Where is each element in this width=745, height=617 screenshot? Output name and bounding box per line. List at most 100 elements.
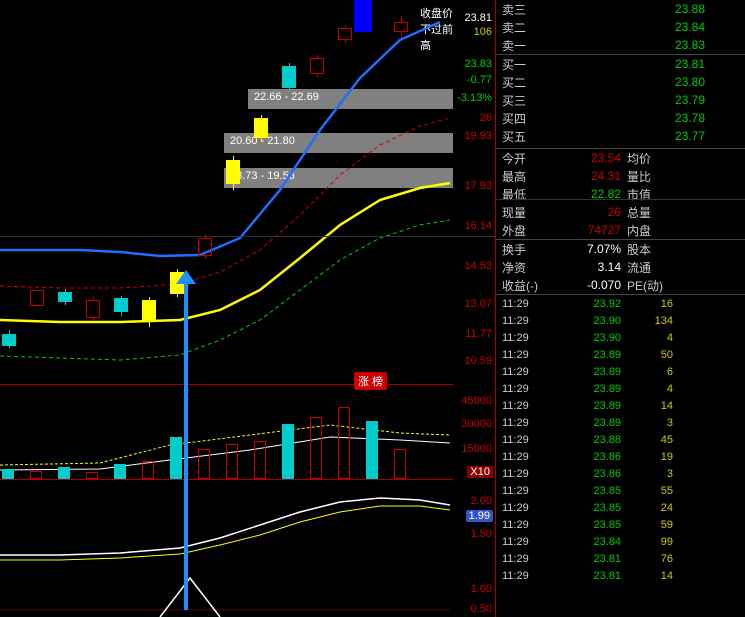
tick-row[interactable]: 11:2923.90134	[496, 312, 745, 329]
sell-row[interactable]: 卖三23.88	[496, 0, 745, 18]
tick-row[interactable]: 11:2923.8914	[496, 397, 745, 414]
stat-label2: 内盘	[621, 222, 661, 239]
tick-price: 23.84	[551, 536, 621, 548]
tick-time: 11:29	[496, 451, 551, 463]
candle	[86, 300, 100, 318]
tick-time: 11:29	[496, 315, 551, 327]
volume-bar	[58, 467, 70, 479]
candle	[394, 22, 408, 32]
tick-time: 11:29	[496, 383, 551, 395]
volume-bar	[142, 461, 154, 479]
tick-time: 11:29	[496, 468, 551, 480]
tick-row[interactable]: 11:2923.8114	[496, 567, 745, 584]
y-axis-label: 19.93	[464, 130, 492, 142]
x10-badge: X10	[467, 466, 493, 478]
buy-row[interactable]: 买一23.81	[496, 55, 745, 73]
y-axis-label: 45000	[461, 395, 492, 407]
order-price: 23.88	[546, 2, 745, 16]
main-chart-area[interactable]: 收盘价不过前高 22.66 - 22.6920.60 - 21.8018.73 …	[0, 0, 495, 617]
tick-row[interactable]: 11:2923.8619	[496, 448, 745, 465]
y-axis-label: 106	[474, 26, 492, 38]
tick-row[interactable]: 11:2923.863	[496, 465, 745, 482]
order-label: 买四	[496, 110, 546, 127]
tick-price: 23.92	[551, 298, 621, 310]
volume-bar	[226, 444, 238, 479]
stat-row: 外盘74727内盘	[496, 221, 745, 239]
volume-bar	[338, 407, 350, 479]
tick-price: 23.89	[551, 400, 621, 412]
tick-row[interactable]: 11:2923.9216	[496, 295, 745, 312]
tick-row[interactable]: 11:2923.8950	[496, 346, 745, 363]
buy-row[interactable]: 买三23.79	[496, 91, 745, 109]
tick-time: 11:29	[496, 519, 551, 531]
tick-price: 23.86	[551, 468, 621, 480]
buy-row[interactable]: 买二23.80	[496, 73, 745, 91]
order-price: 23.84	[546, 20, 745, 34]
volume-bar	[198, 449, 210, 479]
stat-value: 7.07%	[551, 242, 621, 256]
order-label: 买一	[496, 56, 546, 73]
tick-vol: 6	[621, 366, 681, 378]
arrow-annotation	[184, 280, 188, 610]
tick-vol: 16	[621, 298, 681, 310]
stat-label: 最高	[496, 168, 551, 185]
sell-row[interactable]: 卖一23.83	[496, 36, 745, 54]
tick-price: 23.89	[551, 366, 621, 378]
indicator-chart[interactable]	[0, 480, 453, 617]
order-price: 23.78	[546, 111, 745, 125]
ind-svg	[0, 480, 453, 617]
candle	[30, 290, 44, 306]
buy-row[interactable]: 买五23.77	[496, 127, 745, 145]
tick-row[interactable]: 11:2923.904	[496, 329, 745, 346]
candle	[354, 0, 372, 32]
tick-row[interactable]: 11:2923.896	[496, 363, 745, 380]
order-price: 23.81	[546, 57, 745, 71]
volume-bar	[394, 449, 406, 479]
tick-row[interactable]: 11:2923.8845	[496, 431, 745, 448]
tick-row[interactable]: 11:2923.8555	[496, 482, 745, 499]
tick-row[interactable]: 11:2923.8499	[496, 533, 745, 550]
stat-row: 最低22.82市值	[496, 185, 745, 203]
tick-vol: 76	[621, 553, 681, 565]
tick-price: 23.90	[551, 315, 621, 327]
volume-bar	[30, 471, 42, 479]
y-axis-label: 14.53	[464, 260, 492, 272]
tick-price: 23.86	[551, 451, 621, 463]
tick-time: 11:29	[496, 349, 551, 361]
buy-row[interactable]: 买四23.78	[496, 109, 745, 127]
stat-label: 今开	[496, 150, 551, 167]
stat-label: 外盘	[496, 222, 551, 239]
volume-chart[interactable]	[0, 385, 453, 480]
tick-vol: 4	[621, 332, 681, 344]
order-label: 卖三	[496, 1, 546, 18]
tick-time: 11:29	[496, 417, 551, 429]
tick-row[interactable]: 11:2923.894	[496, 380, 745, 397]
order-label: 买二	[496, 74, 546, 91]
volume-bar	[310, 417, 322, 479]
y-axis-label: 13.07	[464, 298, 492, 310]
stat-label2: 流通	[621, 259, 661, 276]
tick-price: 23.85	[551, 502, 621, 514]
side-panel: 卖三23.88卖二23.84卖一23.83买一23.81买二23.80买三23.…	[495, 0, 745, 617]
tick-row[interactable]: 11:2923.8524	[496, 499, 745, 516]
candle	[310, 58, 324, 74]
tick-row[interactable]: 11:2923.8559	[496, 516, 745, 533]
y-axis-label: 23.81	[464, 12, 492, 24]
tick-vol: 50	[621, 349, 681, 361]
volume-bar	[170, 437, 182, 479]
tick-time: 11:29	[496, 553, 551, 565]
order-price: 23.83	[546, 38, 745, 52]
tick-price: 23.88	[551, 434, 621, 446]
price-chart[interactable]: 收盘价不过前高 22.66 - 22.6920.60 - 21.8018.73 …	[0, 0, 453, 385]
tick-row[interactable]: 11:2923.8176	[496, 550, 745, 567]
y-axis-label: 30000	[461, 418, 492, 430]
tick-vol: 99	[621, 536, 681, 548]
candle	[114, 298, 128, 312]
tick-row[interactable]: 11:2923.893	[496, 414, 745, 431]
candle	[254, 118, 268, 138]
stat-row: 现量26总量	[496, 203, 745, 221]
ind-value-badge: 1.99	[466, 510, 493, 522]
y-axis-label: 1.00	[471, 583, 492, 595]
volume-bar	[254, 441, 266, 479]
sell-row[interactable]: 卖二23.84	[496, 18, 745, 36]
